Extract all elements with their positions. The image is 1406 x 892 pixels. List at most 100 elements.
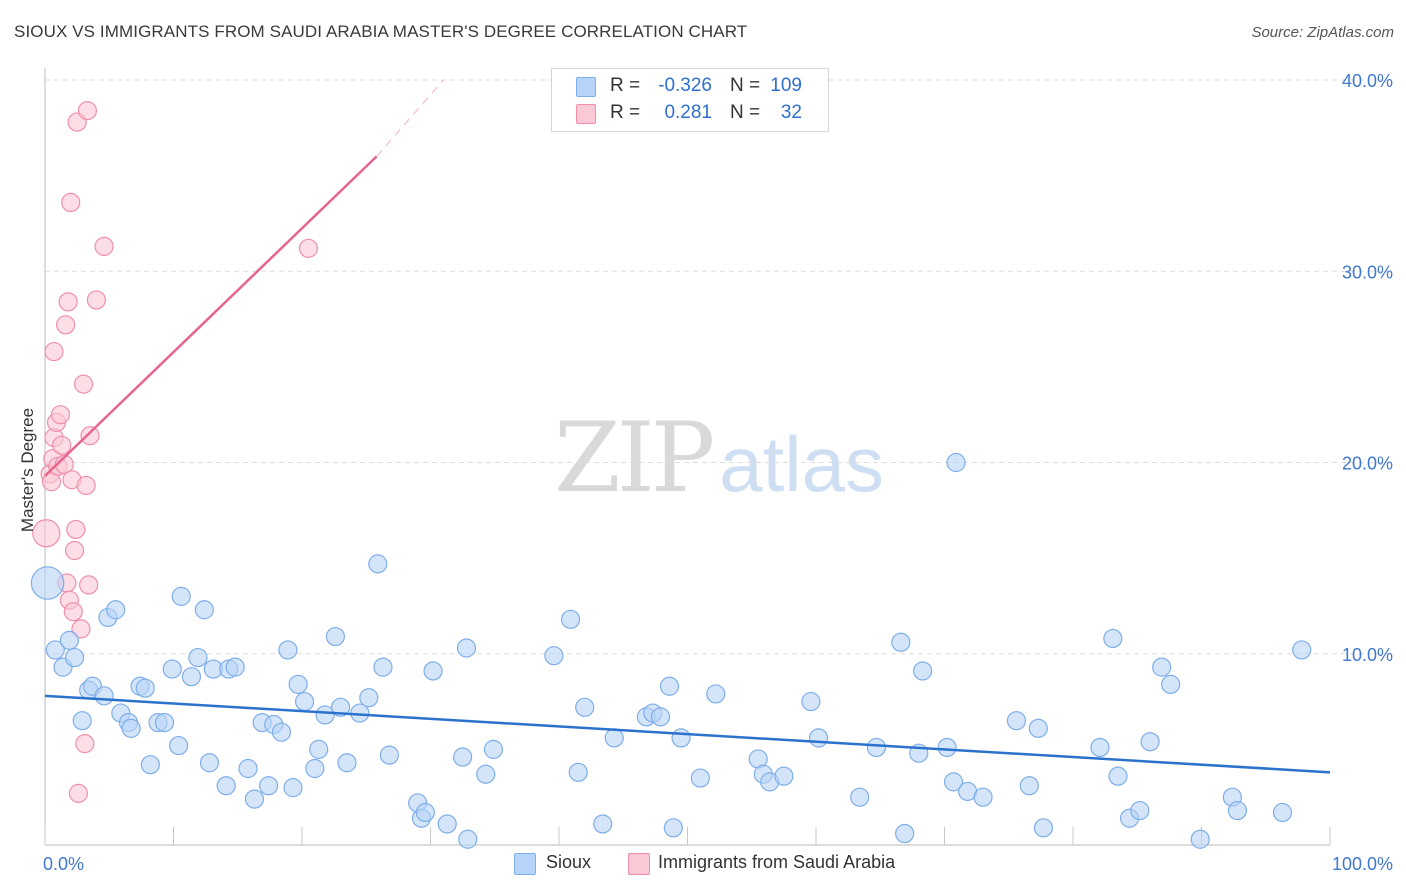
trend-lines xyxy=(44,79,1331,774)
sioux-point xyxy=(544,646,564,666)
sioux-point xyxy=(154,712,175,733)
saudi-point xyxy=(61,192,81,212)
sioux-point xyxy=(359,688,379,708)
saudi-point xyxy=(58,292,78,312)
sioux-point xyxy=(575,697,595,717)
sioux-point xyxy=(368,554,388,574)
sioux-point xyxy=(456,638,477,658)
sioux-point xyxy=(560,609,581,629)
legend-r-label: R = xyxy=(610,102,641,123)
sioux-legend-label: Sioux xyxy=(546,852,592,872)
saudi-point xyxy=(94,236,114,256)
saudi-trend-extension xyxy=(376,79,444,157)
saudi-point xyxy=(50,405,71,425)
sioux-point xyxy=(278,640,298,660)
saudi-point xyxy=(298,238,319,258)
saudi-point xyxy=(79,575,99,595)
stats-legend: R = -0.326 N = 109 R = 0.281 N = 32 xyxy=(551,68,829,132)
saudi-trend-line xyxy=(44,155,378,477)
sioux-point xyxy=(181,667,202,687)
sioux-point xyxy=(891,632,911,652)
sioux-point xyxy=(801,691,821,712)
sioux-point xyxy=(568,762,588,782)
sioux-point xyxy=(199,753,220,773)
saudi-point xyxy=(77,100,98,121)
legend-row-sioux: R = -0.326 N = 109 xyxy=(552,74,828,100)
sioux-point xyxy=(1161,674,1181,694)
sioux-n-value: 109 xyxy=(770,75,802,96)
sioux-trend-line xyxy=(44,694,1331,774)
sioux-point xyxy=(373,657,393,677)
sioux-point xyxy=(1019,776,1039,796)
saudi-legend-swatch xyxy=(628,853,650,875)
sioux-point xyxy=(1103,628,1123,649)
sioux-point xyxy=(671,728,691,748)
sioux-point xyxy=(1033,818,1054,838)
sioux-point xyxy=(305,758,325,779)
saudi-point xyxy=(66,519,86,540)
sioux-point xyxy=(650,707,671,727)
sioux-point xyxy=(271,722,292,742)
sioux-point xyxy=(188,647,208,668)
sioux-point xyxy=(288,674,308,694)
sioux-point xyxy=(59,630,80,650)
saudi-point xyxy=(73,374,94,394)
sioux-point xyxy=(258,776,279,796)
saudi-points xyxy=(32,100,319,803)
sioux-point xyxy=(850,787,870,807)
sioux-point xyxy=(1190,829,1210,849)
sioux-point xyxy=(937,737,957,758)
source-credit: Source: ZipAtlas.com xyxy=(1251,24,1394,41)
sioux-point xyxy=(1292,640,1312,660)
sioux-point xyxy=(94,686,114,706)
saudi-point xyxy=(68,783,89,803)
sioux-point xyxy=(162,659,182,679)
sioux-point xyxy=(808,728,829,748)
saudi-point xyxy=(71,619,91,639)
sioux-point xyxy=(64,647,85,668)
sioux-point xyxy=(379,745,399,765)
sioux-point xyxy=(1140,732,1160,752)
y-axis-label: Master's Degree xyxy=(18,407,37,533)
sioux-point xyxy=(973,787,993,807)
sioux-point xyxy=(309,739,329,759)
sioux-point xyxy=(866,737,886,758)
sioux-point xyxy=(1152,657,1172,677)
legend-n-label: N = xyxy=(730,102,761,123)
y-tick-label: 10.0% xyxy=(1342,645,1393,665)
sioux-point xyxy=(1090,737,1110,758)
saudi-legend-label: Immigrants from Saudi Arabia xyxy=(658,852,896,872)
legend-n-label: N = xyxy=(730,75,761,96)
series-legend: Sioux Immigrants from Saudi Arabia xyxy=(514,852,934,876)
sioux-point xyxy=(238,758,258,779)
sioux-point xyxy=(423,661,443,681)
saudi-point xyxy=(63,602,83,622)
sioux-point xyxy=(244,789,265,809)
y-tick-label: 40.0% xyxy=(1342,71,1393,91)
legend-r-label: R = xyxy=(610,75,641,96)
sioux-points xyxy=(30,452,1312,849)
gridlines xyxy=(45,79,1392,655)
saudi-swatch xyxy=(576,104,596,124)
sioux-point xyxy=(1130,800,1150,821)
saudi-point xyxy=(75,734,95,754)
sioux-point xyxy=(169,735,189,756)
saudi-point xyxy=(80,426,100,446)
sioux-point xyxy=(706,684,726,704)
sioux-point xyxy=(943,772,964,792)
y-tick-label: 20.0% xyxy=(1342,454,1393,474)
x-tick-label: 0.0% xyxy=(43,854,84,874)
chart-title: SIOUX VS IMMIGRANTS FROM SAUDI ARABIA MA… xyxy=(14,22,748,41)
sioux-point xyxy=(604,728,624,748)
sioux-point xyxy=(458,829,478,849)
sioux-point xyxy=(225,657,245,677)
sioux-point xyxy=(690,768,710,788)
sioux-point xyxy=(194,600,214,620)
sioux-point xyxy=(30,566,65,600)
y-tick-label: 30.0% xyxy=(1342,262,1393,282)
sioux-point xyxy=(1272,802,1293,823)
saudi-point xyxy=(76,475,96,496)
sioux-point xyxy=(1227,800,1248,821)
sioux-point xyxy=(476,764,496,784)
